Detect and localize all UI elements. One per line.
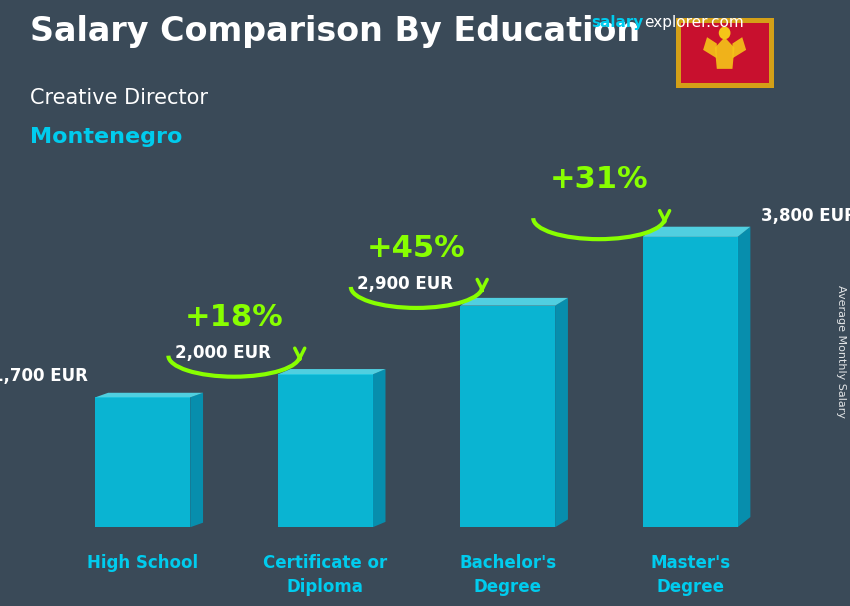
Polygon shape bbox=[278, 369, 386, 375]
Polygon shape bbox=[555, 298, 568, 527]
Text: High School: High School bbox=[88, 554, 198, 572]
Text: 1,700 EUR: 1,700 EUR bbox=[0, 367, 88, 385]
Polygon shape bbox=[461, 305, 555, 527]
Polygon shape bbox=[278, 375, 372, 527]
Polygon shape bbox=[461, 298, 568, 305]
Polygon shape bbox=[738, 227, 751, 527]
Text: Montenegro: Montenegro bbox=[30, 127, 182, 147]
Text: Creative Director: Creative Director bbox=[30, 88, 207, 108]
Text: +18%: +18% bbox=[184, 302, 283, 331]
Text: Master's
Degree: Master's Degree bbox=[650, 554, 730, 596]
Text: Salary Comparison By Education: Salary Comparison By Education bbox=[30, 15, 640, 48]
Text: salary: salary bbox=[591, 15, 643, 30]
Text: Average Monthly Salary: Average Monthly Salary bbox=[836, 285, 846, 418]
Polygon shape bbox=[715, 37, 734, 69]
Text: 3,800 EUR: 3,800 EUR bbox=[762, 207, 850, 225]
Polygon shape bbox=[643, 227, 751, 237]
Text: Certificate or
Diploma: Certificate or Diploma bbox=[264, 554, 388, 596]
Text: 2,000 EUR: 2,000 EUR bbox=[174, 344, 270, 362]
Text: 2,900 EUR: 2,900 EUR bbox=[357, 275, 453, 293]
Text: Bachelor's
Degree: Bachelor's Degree bbox=[459, 554, 556, 596]
Polygon shape bbox=[676, 18, 774, 88]
Circle shape bbox=[719, 27, 730, 39]
Polygon shape bbox=[372, 369, 386, 527]
Polygon shape bbox=[681, 24, 768, 82]
Polygon shape bbox=[95, 398, 190, 527]
Polygon shape bbox=[95, 393, 203, 398]
Polygon shape bbox=[643, 237, 738, 527]
Text: +45%: +45% bbox=[367, 234, 466, 263]
Polygon shape bbox=[190, 393, 203, 527]
Text: +31%: +31% bbox=[550, 165, 649, 194]
Text: explorer.com: explorer.com bbox=[644, 15, 744, 30]
Polygon shape bbox=[703, 37, 717, 58]
Polygon shape bbox=[733, 37, 746, 58]
